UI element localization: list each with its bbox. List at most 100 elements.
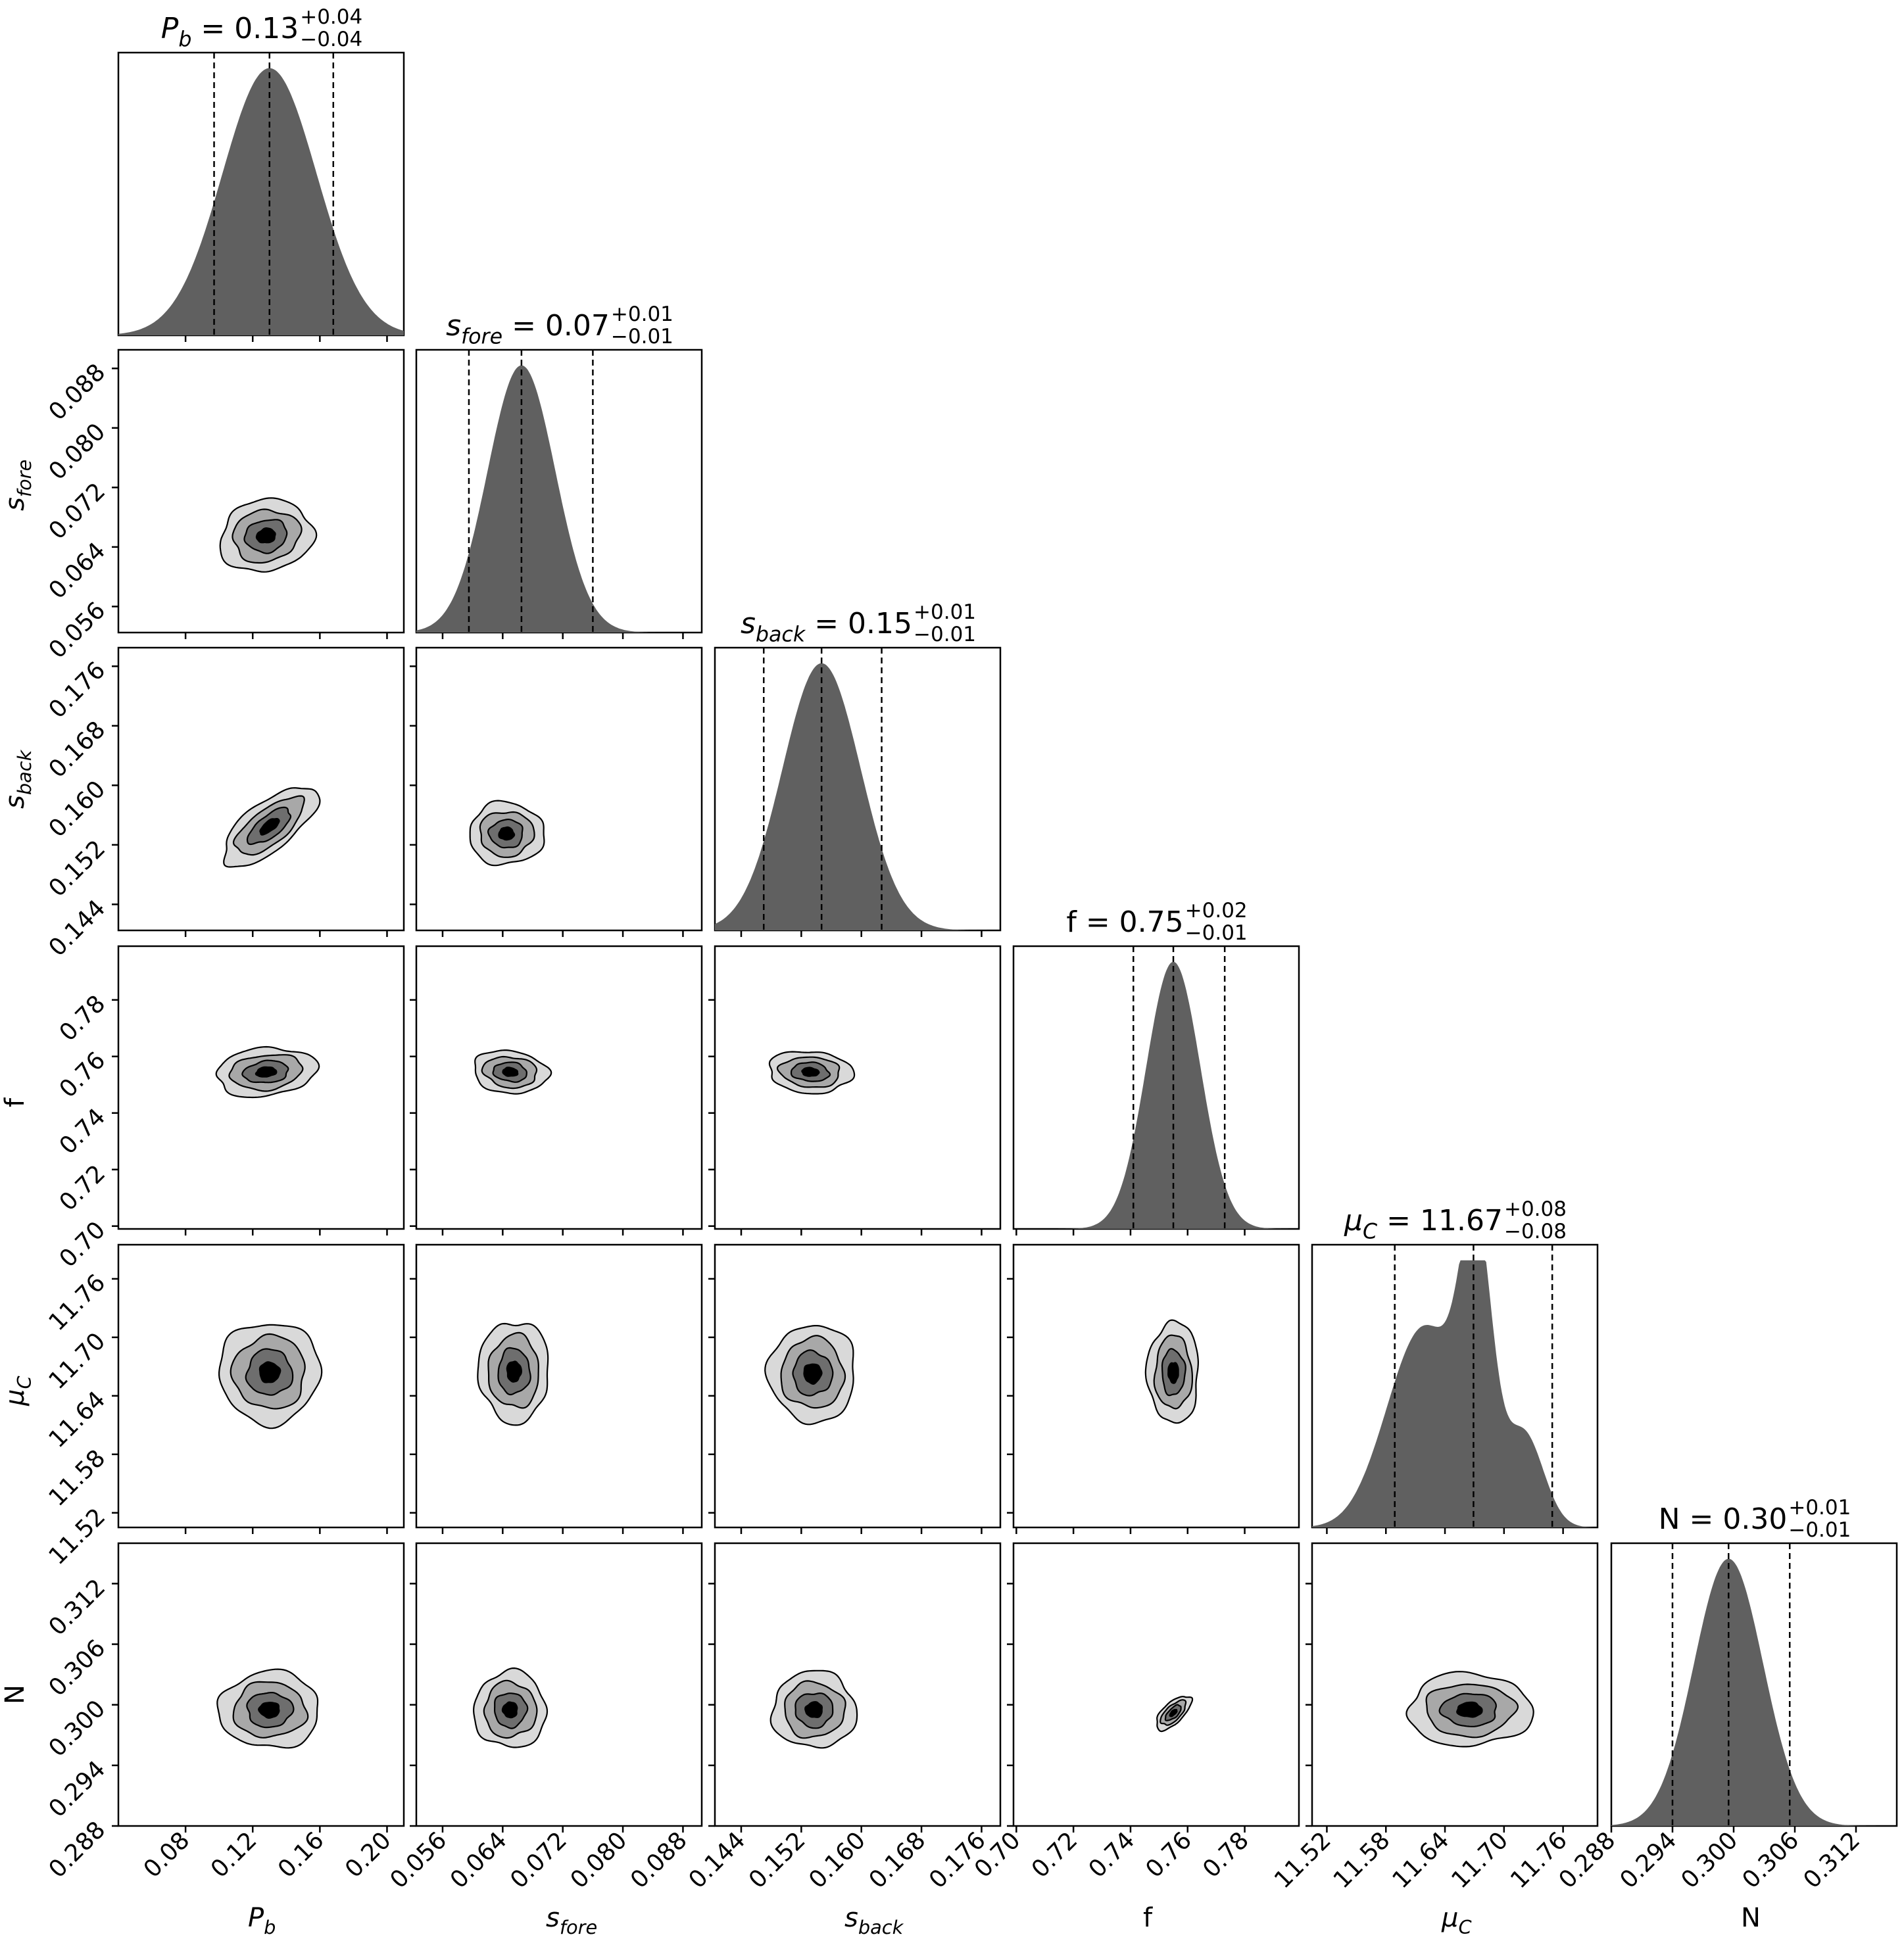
ytick-label-sback: 0.168 [43,716,110,783]
ytick-label-muC: 11.70 [43,1328,110,1395]
contour-level-f-muC-3 [1167,1362,1179,1384]
hist-sfore [416,365,702,633]
title-plus-Pb: +0.04 [300,5,362,29]
xlabel-sfore: sfore​ [546,1903,597,1938]
title-minus-sback: −0.01 [914,623,976,646]
hist-panel-f: f = 0.75 +0.02−0.01 [1012,899,1300,1235]
title-minus-N: −0.01 [1788,1518,1851,1542]
contour-panel-Pb-f [112,945,405,1235]
ytick-label-N: 0.306 [43,1635,110,1702]
contour-frame-Pb-sback [117,646,405,932]
panel-title-Pb: Pb​ = 0.13 [161,12,299,51]
hist-panel-N: N = 0.30 +0.01−0.01 [1610,1496,1898,1833]
title-plus-muC: +0.08 [1504,1197,1567,1221]
ytick-label-N: 0.294 [43,1756,110,1823]
contour-panel-sfore-f [410,945,703,1235]
contour-frame-f-N [1012,1542,1300,1827]
hist-panel-sback: sback​ = 0.15+0.01−0.01 [714,600,1002,937]
ytick-label-f: 0.74 [55,1103,111,1160]
xtick-label-sfore: 0.056 [385,1827,452,1894]
ylabel-sback: sback​ [0,749,36,809]
title-plus-sfore: +0.01 [611,302,673,326]
hist-panel-muC: μC​ = 11.67+0.08−0.08 [1311,1197,1599,1534]
contour-level-sfore-N-3 [501,1701,518,1719]
ytick-label-N: 0.300 [43,1695,110,1762]
xtick-label-sfore: 0.064 [445,1827,512,1894]
contour-level-sback-f-3 [801,1067,820,1077]
ytick-label-N: 0.288 [43,1816,110,1883]
xtick-label-Pb: 0.16 [273,1827,330,1883]
contour-panel-sfore-muC [410,1243,703,1534]
contour-frame-sfore-N [415,1542,703,1827]
ytick-label-sfore: 0.080 [43,418,110,485]
contour-panel-Pb-N [112,1542,405,1833]
ytick-label-f: 0.72 [55,1160,111,1216]
xtick-label-sback: 0.160 [804,1827,871,1894]
xtick-label-f: 0.76 [1140,1827,1197,1883]
hist-panel-sfore: sfore​ = 0.07+0.01−0.01 [415,302,703,639]
title-plus-sback: +0.01 [914,600,976,624]
xtick-label-muC: 11.52 [1269,1827,1336,1894]
contour-frame-Pb-sfore [117,348,405,634]
xlabel-N: N [1741,1903,1761,1933]
contour-panel-sback-f [708,945,1002,1235]
contour-level-sfore-muC-3 [506,1360,523,1383]
contour-panel-muC-N [1306,1542,1599,1833]
contour-level-Pb-muC-3 [258,1361,281,1383]
hist-N [1611,1558,1897,1826]
ytick-label-f: 0.70 [55,1216,111,1273]
xlabel-sback: sback​ [844,1903,904,1938]
hist-Pb [118,68,404,335]
xtick-label-N: 0.300 [1676,1827,1743,1894]
ylabel-sfore: sfore​ [0,460,36,511]
ytick-label-sfore: 0.072 [43,478,110,545]
ytick-label-f: 0.78 [55,990,111,1047]
ytick-label-muC: 11.58 [43,1445,110,1512]
ytick-label-sfore: 0.056 [43,597,110,664]
contour-frame-sback-N [714,1542,1002,1827]
contour-level-sfore-sback-3 [498,826,516,841]
xtick-label-Pb: 0.08 [139,1827,195,1883]
hist-f [1013,961,1299,1229]
xtick-label-f: 0.74 [1084,1827,1140,1883]
ytick-label-sfore: 0.088 [43,359,110,426]
contour-level-sback-N-3 [804,1701,823,1718]
xlabel-f: f [1143,1903,1153,1933]
ytick-label-sback: 0.176 [43,657,110,724]
contour-level-Pb-f-3 [255,1066,278,1078]
panel-title-f: f = 0.75 [1066,905,1183,939]
xlabel-Pb: Pb​ [248,1903,276,1938]
xtick-label-sback: 0.152 [744,1827,811,1894]
xtick-label-sback: 0.144 [683,1827,750,1894]
ytick-label-N: 0.312 [43,1574,110,1641]
contour-level-f-N-3 [1169,1708,1178,1717]
xtick-label-N: 0.294 [1615,1827,1682,1894]
xtick-label-f: 0.78 [1198,1827,1254,1883]
panel-title-muC: μC​ = 11.67 [1344,1204,1503,1243]
contour-level-muC-N-3 [1456,1701,1483,1718]
title-plus-f: +0.02 [1185,899,1248,923]
ytick-label-sback: 0.152 [43,835,110,902]
xtick-label-Pb: 0.12 [206,1827,262,1883]
panel-title-sback: sback​ = 0.15 [741,607,912,646]
contour-level-Pb-N-3 [258,1702,280,1719]
ylabel-f: f [0,1097,30,1107]
contour-frame-sfore-f [415,945,703,1230]
ytick-label-sfore: 0.064 [43,537,110,604]
ylabel-muC: μC​ [0,1376,36,1406]
ylabel-N: N [0,1685,30,1704]
xtick-label-N: 0.312 [1798,1827,1865,1894]
contour-level-Pb-sback-3 [259,818,280,836]
hist-panel-Pb: Pb​ = 0.13+0.04−0.04 [117,5,405,342]
xtick-label-muC: 11.58 [1329,1827,1396,1894]
ytick-label-muC: 11.76 [43,1269,110,1336]
title-minus-muC: −0.08 [1504,1220,1567,1243]
contour-panel-f-N [1007,1542,1300,1833]
contour-panel-sback-N [708,1542,1002,1833]
ytick-label-sback: 0.144 [43,895,110,962]
ytick-label-muC: 11.64 [43,1386,110,1453]
ytick-label-f: 0.76 [55,1047,111,1103]
contour-panel-sback-muC [708,1243,1002,1534]
contour-frame-sback-f [714,945,1002,1230]
